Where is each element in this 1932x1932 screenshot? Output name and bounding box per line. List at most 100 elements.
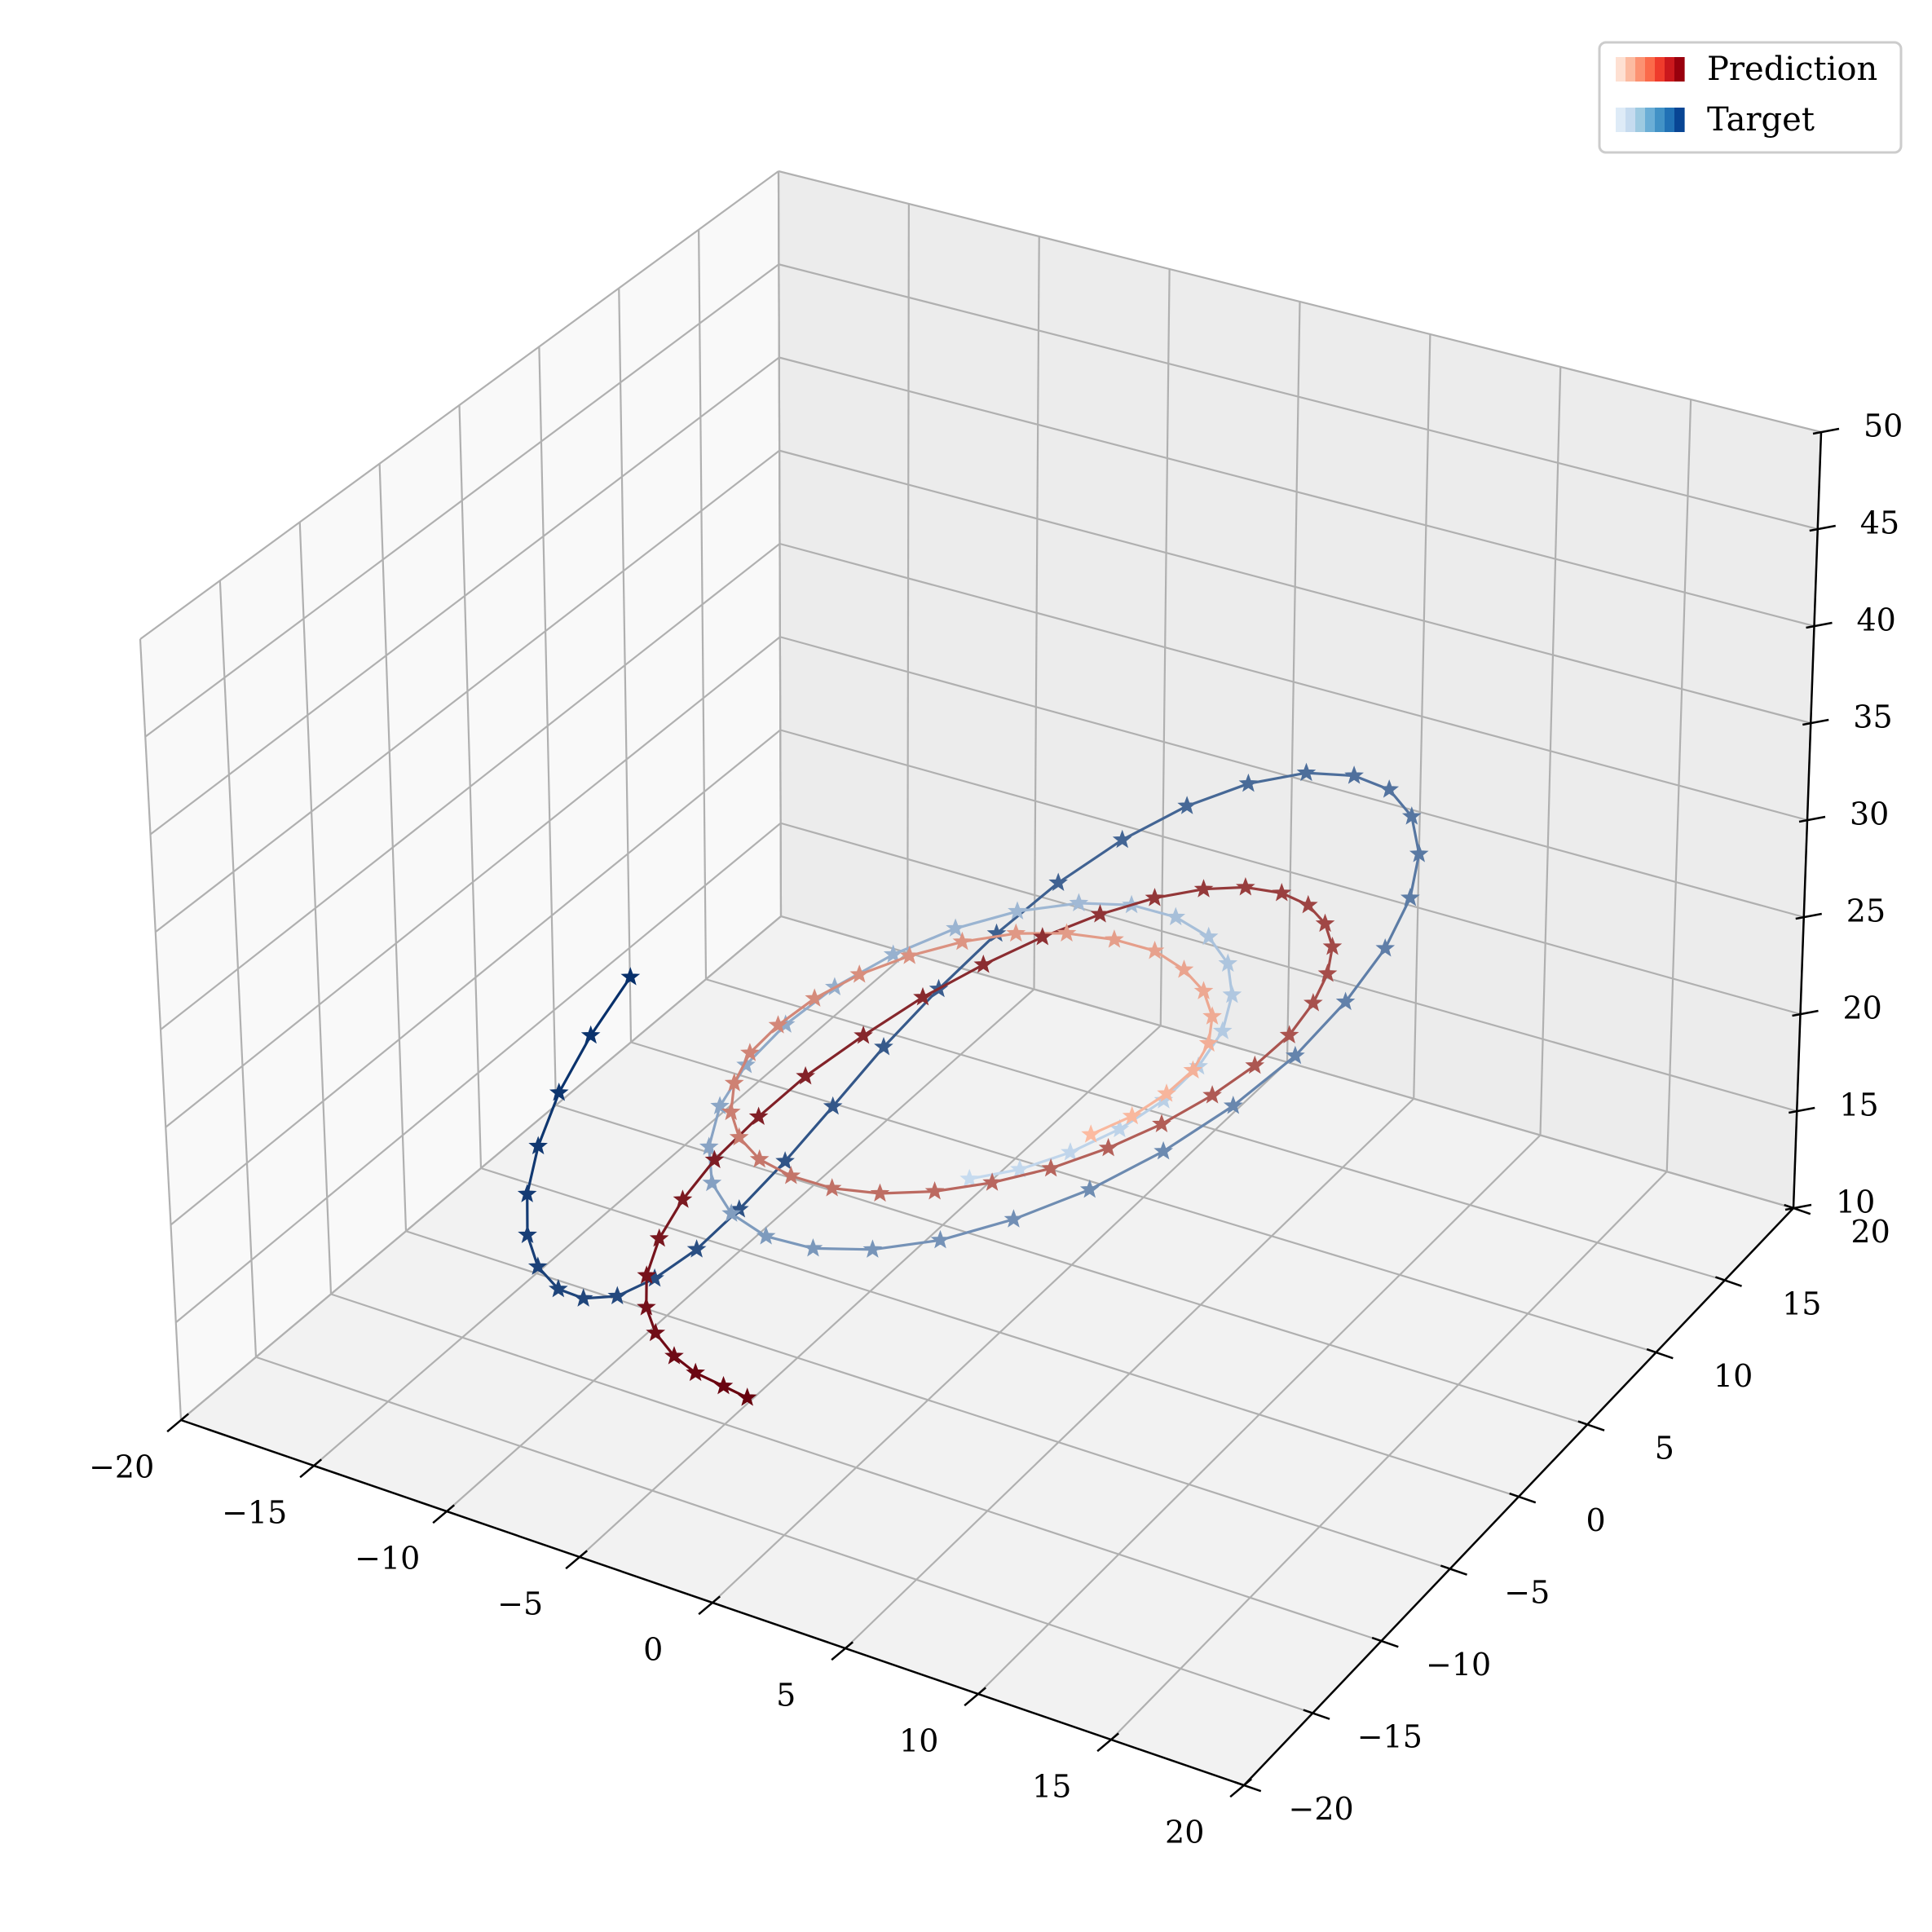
y-tick-mark bbox=[1509, 1492, 1537, 1504]
series-prediction-point bbox=[768, 1015, 788, 1034]
series-prediction-point bbox=[1272, 883, 1292, 902]
grid-line-back-z bbox=[779, 449, 1811, 725]
series-target-segment bbox=[1012, 1188, 1092, 1221]
series-target-point bbox=[1238, 773, 1259, 792]
grid-line-left-y bbox=[698, 229, 708, 980]
series-prediction-point bbox=[1303, 993, 1323, 1012]
x-tick-mark bbox=[565, 1550, 588, 1570]
series-prediction-point bbox=[1122, 1105, 1142, 1125]
series-target-segment bbox=[1294, 1000, 1348, 1057]
series-prediction-point bbox=[748, 1106, 769, 1125]
series-target-point bbox=[721, 1203, 742, 1222]
z-tick-mark bbox=[1812, 427, 1840, 435]
legend-swatch-segment bbox=[1635, 108, 1646, 132]
series-prediction-segment bbox=[756, 1074, 807, 1118]
series-target-segment bbox=[938, 1218, 1016, 1242]
series-prediction-point bbox=[1322, 936, 1343, 955]
z-tick-mark bbox=[1802, 718, 1829, 726]
series-prediction-segment bbox=[645, 1237, 661, 1277]
series-prediction-point bbox=[899, 946, 920, 964]
series-prediction-segment bbox=[813, 973, 861, 1000]
grid-line-floor-x bbox=[845, 1097, 1415, 1649]
legend-swatch-target bbox=[1616, 108, 1685, 132]
z-tick-label: 45 bbox=[1860, 505, 1899, 541]
series-prediction-point bbox=[924, 1181, 945, 1200]
legend-swatch-segment bbox=[1655, 108, 1665, 132]
x-tick-mark bbox=[1229, 1778, 1252, 1798]
legend-label-target: Target bbox=[1707, 101, 1815, 139]
series-target-segment bbox=[1088, 1149, 1165, 1191]
series-target-point bbox=[1375, 937, 1396, 957]
x-tick-label: −10 bbox=[355, 1541, 420, 1577]
tick-labels: −20−15−10−505101520−20−15−10−50510152010… bbox=[89, 408, 1903, 1850]
y-tick-mark bbox=[1440, 1564, 1467, 1576]
legend-swatch-segment bbox=[1665, 108, 1675, 132]
series-prediction-point bbox=[1202, 1006, 1222, 1025]
series-target-point bbox=[1379, 779, 1400, 798]
series-prediction-point bbox=[1183, 1060, 1203, 1079]
series-prediction-point bbox=[1145, 888, 1165, 906]
series-prediction-point bbox=[1033, 927, 1052, 946]
axes-lines bbox=[166, 427, 1840, 1798]
series-target-point bbox=[930, 1229, 951, 1249]
z-tick-label: 30 bbox=[1850, 796, 1889, 832]
series-target-segment bbox=[1162, 1104, 1235, 1153]
series-target-segment bbox=[995, 881, 1060, 935]
series-target-segment bbox=[708, 1105, 721, 1149]
series-prediction-point bbox=[729, 1127, 749, 1146]
series-target-point bbox=[1218, 953, 1238, 973]
legend-swatch-segment bbox=[1625, 108, 1636, 132]
series-target-segment bbox=[1056, 838, 1124, 884]
grid-line-floor-y bbox=[630, 1041, 1656, 1354]
series-prediction-point bbox=[686, 1362, 705, 1382]
series-target-segment bbox=[536, 1091, 561, 1148]
x-tick-label: −20 bbox=[89, 1449, 154, 1485]
series-prediction-point bbox=[1279, 1025, 1299, 1043]
series-prediction-point bbox=[1157, 1083, 1176, 1102]
series-prediction-point bbox=[822, 1178, 842, 1197]
series-prediction-point bbox=[781, 1166, 801, 1184]
series-prediction-point bbox=[1236, 876, 1255, 896]
x-tick-label: −5 bbox=[497, 1586, 543, 1622]
grid-line-floor-y bbox=[480, 1167, 1520, 1498]
grid-line-left-z bbox=[155, 449, 780, 933]
data-series bbox=[517, 762, 1429, 1406]
series-target-segment bbox=[730, 1212, 768, 1238]
series-prediction-point bbox=[646, 1322, 666, 1342]
series-prediction-point bbox=[704, 1149, 725, 1168]
series-prediction-point bbox=[973, 954, 994, 973]
series-prediction-point bbox=[849, 964, 870, 983]
series-prediction-point bbox=[1041, 1158, 1061, 1177]
series-prediction-point bbox=[870, 1183, 890, 1202]
series-prediction-segment bbox=[1211, 1064, 1256, 1097]
grid-line-back-z bbox=[779, 542, 1808, 822]
series-prediction-point bbox=[737, 1387, 757, 1406]
series-prediction-point bbox=[1105, 929, 1124, 948]
series-prediction-point bbox=[1315, 913, 1335, 933]
series-target-point bbox=[686, 1239, 707, 1258]
series-target-point bbox=[1008, 901, 1027, 920]
series-target-segment bbox=[1221, 993, 1233, 1033]
y-tick-mark bbox=[1714, 1276, 1742, 1287]
series-prediction-point bbox=[749, 1149, 770, 1168]
series-target-segment bbox=[968, 1167, 1021, 1180]
series-prediction-point bbox=[854, 1025, 873, 1044]
series-target-point bbox=[862, 1239, 883, 1258]
series-prediction-point bbox=[724, 1073, 744, 1092]
series-prediction-point bbox=[1193, 879, 1214, 898]
series-target-point bbox=[1003, 1209, 1024, 1228]
z-tick-label: 20 bbox=[1843, 990, 1882, 1026]
series-target-point bbox=[1153, 1140, 1173, 1160]
grid-line-left-z bbox=[144, 263, 780, 738]
series-target-segment bbox=[1304, 771, 1356, 778]
series-prediction-point bbox=[1245, 1055, 1265, 1074]
series-target-point bbox=[1223, 1096, 1243, 1114]
series-target-point bbox=[1010, 1159, 1030, 1178]
grid-line-back-z bbox=[778, 170, 1822, 434]
series-prediction bbox=[637, 876, 1343, 1406]
y-tick-label: −20 bbox=[1288, 1791, 1353, 1827]
series-target-point bbox=[702, 1172, 722, 1192]
series-target-point bbox=[528, 1136, 548, 1155]
series-target-segment bbox=[1246, 771, 1308, 785]
y-tick-label: 20 bbox=[1850, 1214, 1890, 1250]
